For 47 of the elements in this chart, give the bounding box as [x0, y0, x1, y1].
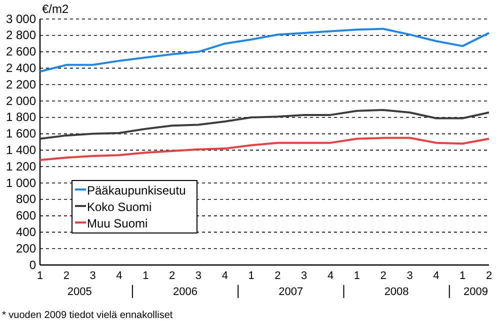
x-tick-label: 2: [274, 270, 281, 282]
y-tick-label: 200: [16, 241, 36, 256]
text: 2008: [384, 286, 409, 298]
x-tick-label: 4: [433, 270, 440, 282]
text: * vuoden 2009 tiedot vielä ennakolliset: [2, 310, 173, 321]
y-tick-label: 0: [29, 258, 36, 272]
legend-label: Pääkaupunkiseutu: [87, 184, 186, 198]
line-series: [39, 28, 490, 72]
text: 2009: [464, 286, 488, 298]
y-tick-label: 3 000: [6, 12, 36, 26]
x-tick-label: 3: [195, 270, 202, 282]
y-tick-label: 2 200: [6, 77, 36, 92]
y-tick-label: 1 400: [6, 143, 36, 158]
y-tick-label: 400: [16, 225, 36, 240]
legend-label: Muu Suomi: [87, 216, 148, 230]
y-tick-label: 1 200: [6, 159, 36, 174]
legend-label: Koko Suomi: [87, 200, 152, 214]
y-tick-label: 600: [16, 208, 36, 223]
x-tick-label: 1: [142, 270, 149, 282]
x-tick-label: 4: [222, 270, 228, 282]
text: 2005: [67, 286, 92, 298]
y-tick-label: 1 000: [6, 176, 36, 190]
y-tick-label: 2 000: [6, 94, 36, 108]
text: 2006: [173, 286, 198, 298]
x-tick-label: 2: [380, 270, 386, 282]
x-tick-label: 1: [460, 270, 466, 282]
text: 2007: [278, 286, 304, 298]
x-tick-label: 4: [327, 270, 334, 282]
x-tick-label: 3: [406, 270, 413, 282]
y-tick-label: 800: [16, 192, 36, 206]
x-tick-label: 3: [90, 270, 96, 282]
x-tick-label: 1: [354, 270, 360, 282]
x-tick-label: 2: [168, 270, 176, 282]
x-tick-label: 1: [36, 270, 44, 282]
y-tick-label: 1 600: [6, 126, 36, 141]
x-tick-label: 2: [486, 270, 492, 282]
x-tick-label: 2: [63, 270, 70, 282]
x-tick-label: 1: [248, 270, 254, 282]
y-axis-title: €/m2: [42, 2, 70, 16]
y-tick-label: 2 800: [6, 28, 36, 42]
x-tick-label: 4: [116, 270, 122, 282]
y-tick-label: 2 600: [6, 44, 36, 59]
y-tick-label: 1 800: [6, 110, 36, 124]
x-tick-label: 3: [301, 270, 308, 282]
y-tick-label: 2 400: [6, 61, 36, 76]
line-series: [39, 109, 490, 140]
line-series: [39, 136, 490, 162]
